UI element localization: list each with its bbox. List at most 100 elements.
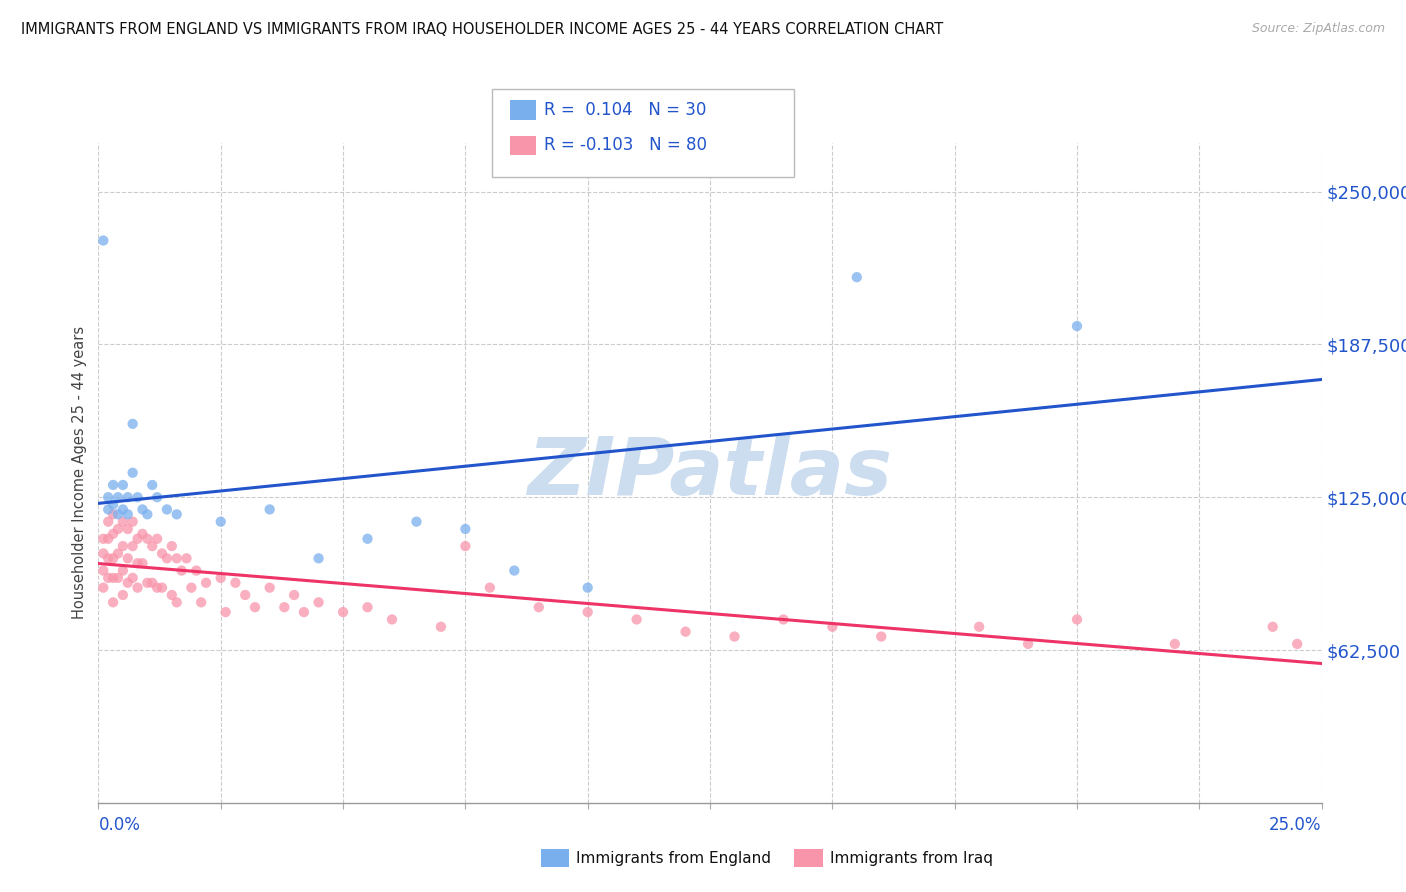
Point [141,478,163,492]
Point [141,539,163,553]
Point [97,515,120,529]
Point [150,546,173,560]
Point [131,556,153,570]
Point [259,502,281,516]
Point [224,575,246,590]
Point [127,490,149,504]
Point [131,527,153,541]
Text: IMMIGRANTS FROM ENGLAND VS IMMIGRANTS FROM IRAQ HOUSEHOLDER INCOME AGES 25 - 44 : IMMIGRANTS FROM ENGLAND VS IMMIGRANTS FR… [21,22,943,37]
Point [233,588,256,602]
Point [136,508,159,522]
Point [101,571,124,585]
Point [675,624,697,639]
Point [160,588,183,602]
Point [273,600,295,615]
Point [101,498,124,512]
Text: Immigrants from England: Immigrants from England [576,851,772,865]
Point [117,575,139,590]
Text: R = -0.103   N = 80: R = -0.103 N = 80 [544,136,707,154]
Point [150,581,173,595]
Point [166,551,188,566]
Point [107,522,129,536]
Point [166,595,188,609]
Text: ZIPatlas: ZIPatlas [527,434,893,512]
Point [146,532,169,546]
Point [156,551,179,566]
Point [107,490,129,504]
Text: 0.0%: 0.0% [98,816,141,834]
Point [141,575,163,590]
Point [127,532,149,546]
Text: R =  0.104   N = 30: R = 0.104 N = 30 [544,101,706,119]
Point [91,532,114,546]
Point [101,527,124,541]
Point [91,234,114,248]
Point [107,508,129,522]
Point [166,508,188,522]
Point [156,502,179,516]
Point [101,551,124,566]
Point [821,620,844,634]
Point [91,564,114,578]
Point [117,522,139,536]
Point [1066,319,1088,334]
Point [308,595,330,609]
Point [107,571,129,585]
Point [160,539,183,553]
Point [1164,637,1187,651]
Point [243,600,266,615]
Point [97,532,120,546]
Point [214,605,236,619]
Point [180,581,202,595]
Point [356,600,378,615]
Point [121,417,143,431]
Point [1261,620,1284,634]
Point [121,466,143,480]
Point [101,595,124,609]
Point [503,564,526,578]
Point [259,581,281,595]
Text: 25.0%: 25.0% [1270,816,1322,834]
Point [91,546,114,560]
Point [111,515,134,529]
Point [209,515,232,529]
Point [308,551,330,566]
Point [101,478,124,492]
Point [1066,612,1088,626]
Point [97,502,120,516]
Point [146,490,169,504]
Point [170,564,193,578]
Point [117,551,139,566]
Point [111,564,134,578]
Text: Source: ZipAtlas.com: Source: ZipAtlas.com [1251,22,1385,36]
Point [576,605,599,619]
Point [186,564,208,578]
Point [111,502,134,516]
Point [845,270,868,285]
Point [967,620,990,634]
Point [117,508,139,522]
Point [292,605,315,619]
Point [97,490,120,504]
Point [870,630,893,644]
Point [332,605,354,619]
Point [405,515,427,529]
Text: Immigrants from Iraq: Immigrants from Iraq [830,851,993,865]
Point [478,581,501,595]
Point [576,581,599,595]
Point [111,478,134,492]
Point [283,588,305,602]
Point [97,551,120,566]
Point [127,556,149,570]
Point [430,620,453,634]
Point [190,595,212,609]
Point [1017,637,1039,651]
Point [121,539,143,553]
Point [136,575,159,590]
Point [91,581,114,595]
Point [146,581,169,595]
Point [127,581,149,595]
Point [136,532,159,546]
Point [527,600,550,615]
Y-axis label: Householder Income Ages 25 - 44 years: Householder Income Ages 25 - 44 years [72,326,87,619]
